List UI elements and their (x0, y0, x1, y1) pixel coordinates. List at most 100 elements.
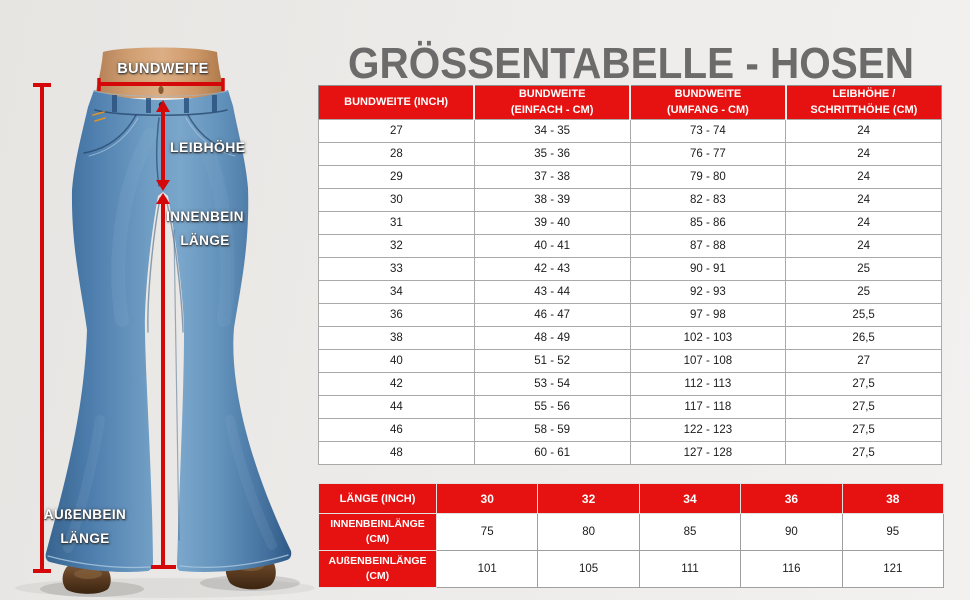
value-cell: 28 (318, 142, 475, 166)
value-cell: 34 - 35 (473, 119, 631, 143)
value-cell: 97 - 98 (629, 303, 787, 327)
value-cell: 40 - 41 (473, 234, 631, 258)
inseam-measure-label: INNENBEIN LÄNGE (166, 209, 244, 248)
page-title: GRÖSSENTABELLE - HOSEN (347, 39, 915, 89)
table-row: 33 42 - 43 90 - 91 25 (318, 257, 942, 281)
value-cell: 55 - 56 (473, 395, 631, 419)
table-row: 44 55 - 56 117 - 118 27,5 (318, 395, 942, 419)
table-row: 31 39 - 40 85 - 86 24 (318, 211, 942, 235)
value-cell: 48 (318, 441, 475, 465)
column-header-leibhoehe: LEIBHÖHE / SCHRITTHÖHE (CM) (785, 85, 942, 120)
value-cell: 29 (318, 165, 475, 189)
value-cell: 58 - 59 (473, 418, 631, 442)
value-cell: 27,5 (785, 372, 942, 396)
value-cell: 107 - 108 (629, 349, 787, 373)
value-cell: 35 - 36 (473, 142, 631, 166)
table-row: 46 58 - 59 122 - 123 27,5 (318, 418, 942, 442)
value-cell: 95 (841, 513, 945, 551)
size-table-header: BUNDWEITE (INCH) BUNDWEITE (EINFACH - CM)… (318, 85, 942, 120)
table-row: 30 38 - 39 82 - 83 24 (318, 188, 942, 212)
value-cell: 101 (435, 550, 539, 588)
value-cell: 24 (785, 165, 942, 189)
header-row: LÄNGE (INCH) 30 32 34 36 38 (318, 483, 945, 514)
value-cell: 105 (537, 550, 640, 588)
column-header-30: 30 (435, 483, 539, 514)
size-table-body: 27 34 - 35 73 - 74 24 28 35 - 36 76 - 77 24 29 37… (318, 119, 942, 465)
value-cell: 37 - 38 (473, 165, 631, 189)
length-table: LÄNGE (INCH) 30 32 34 36 38 INNENBEINLÄN… (318, 483, 945, 588)
table-row: 42 53 - 54 112 - 113 27,5 (318, 372, 942, 396)
value-cell: 127 - 128 (629, 441, 787, 465)
table-row: INNENBEINLÄNGE (CM) 75 80 85 90 95 (318, 513, 945, 551)
value-cell: 36 (318, 303, 475, 327)
value-cell: 24 (785, 211, 942, 235)
column-header-38: 38 (841, 483, 945, 514)
value-cell: 46 - 47 (473, 303, 631, 327)
table-row: 34 43 - 44 92 - 93 25 (318, 280, 942, 304)
size-table: BUNDWEITE (INCH) BUNDWEITE (EINFACH - CM)… (318, 85, 942, 465)
table-row: 36 46 - 47 97 - 98 25,5 (318, 303, 942, 327)
value-cell: 39 - 40 (473, 211, 631, 235)
value-cell: 80 (537, 513, 640, 551)
value-cell: 82 - 83 (629, 188, 787, 212)
value-cell: 90 (740, 513, 843, 551)
value-cell: 87 - 88 (629, 234, 787, 258)
length-table-body: INNENBEINLÄNGE (CM) 75 80 85 90 95 AUßENBEINLÄ… (318, 513, 945, 588)
waist-measure-label: BUNDWEITE (117, 61, 209, 77)
value-cell: 92 - 93 (629, 280, 787, 304)
value-cell: 34 (318, 280, 475, 304)
value-cell: 27,5 (785, 441, 942, 465)
column-header-laenge-inch: LÄNGE (INCH) (318, 483, 437, 514)
length-table-header: LÄNGE (INCH) 30 32 34 36 38 (318, 483, 945, 514)
value-cell: 24 (785, 188, 942, 212)
column-header-bundweite-einfach: BUNDWEITE (EINFACH - CM) (474, 85, 631, 120)
measurement-lines (33, 78, 225, 573)
column-header-34: 34 (638, 483, 742, 514)
value-cell: 60 - 61 (473, 441, 631, 465)
header-row: BUNDWEITE (INCH) BUNDWEITE (EINFACH - CM)… (318, 85, 942, 120)
row-label-cell: AUßENBEINLÄNGE (CM) (318, 550, 437, 588)
value-cell: 27 (318, 119, 475, 143)
value-cell: 25 (785, 280, 942, 304)
value-cell: 111 (638, 550, 742, 588)
value-cell: 26,5 (785, 326, 942, 350)
value-cell: 38 (318, 326, 475, 350)
jeans-photo: BUNDWEITE LEIBHÖHE INNENBEIN LÄNGE AUßEN… (0, 0, 315, 600)
table-row: 32 40 - 41 87 - 88 24 (318, 234, 942, 258)
table-row: 40 51 - 52 107 - 108 27 (318, 349, 942, 373)
value-cell: 27,5 (785, 395, 942, 419)
value-cell: 31 (318, 211, 475, 235)
value-cell: 27,5 (785, 418, 942, 442)
value-cell: 75 (435, 513, 539, 551)
value-cell: 51 - 52 (473, 349, 631, 373)
jeans-figure (15, 47, 315, 598)
value-cell: 76 - 77 (629, 142, 787, 166)
row-label-cell: INNENBEINLÄNGE (CM) (318, 513, 437, 551)
value-cell: 24 (785, 234, 942, 258)
table-row: 38 48 - 49 102 - 103 26,5 (318, 326, 942, 350)
value-cell: 24 (785, 142, 942, 166)
value-cell: 24 (785, 119, 942, 143)
table-row: 27 34 - 35 73 - 74 24 (318, 119, 942, 143)
table-row: 48 60 - 61 127 - 128 27,5 (318, 441, 942, 465)
jeans (45, 90, 292, 572)
column-header-bundweite-umfang: BUNDWEITE (UMFANG - CM) (630, 85, 787, 120)
value-cell: 53 - 54 (473, 372, 631, 396)
value-cell: 25 (785, 257, 942, 281)
value-cell: 102 - 103 (629, 326, 787, 350)
value-cell: 25,5 (785, 303, 942, 327)
jeans-details (47, 90, 289, 569)
value-cell: 117 - 118 (629, 395, 787, 419)
value-cell: 40 (318, 349, 475, 373)
value-cell: 33 (318, 257, 475, 281)
value-cell: 27 (785, 349, 942, 373)
value-cell: 79 - 80 (629, 165, 787, 189)
value-cell: 48 - 49 (473, 326, 631, 350)
value-cell: 44 (318, 395, 475, 419)
value-cell: 30 (318, 188, 475, 212)
value-cell: 73 - 74 (629, 119, 787, 143)
value-cell: 112 - 113 (629, 372, 787, 396)
table-row: AUßENBEINLÄNGE (CM) 101 105 111 116 121 (318, 550, 945, 588)
value-cell: 43 - 44 (473, 280, 631, 304)
